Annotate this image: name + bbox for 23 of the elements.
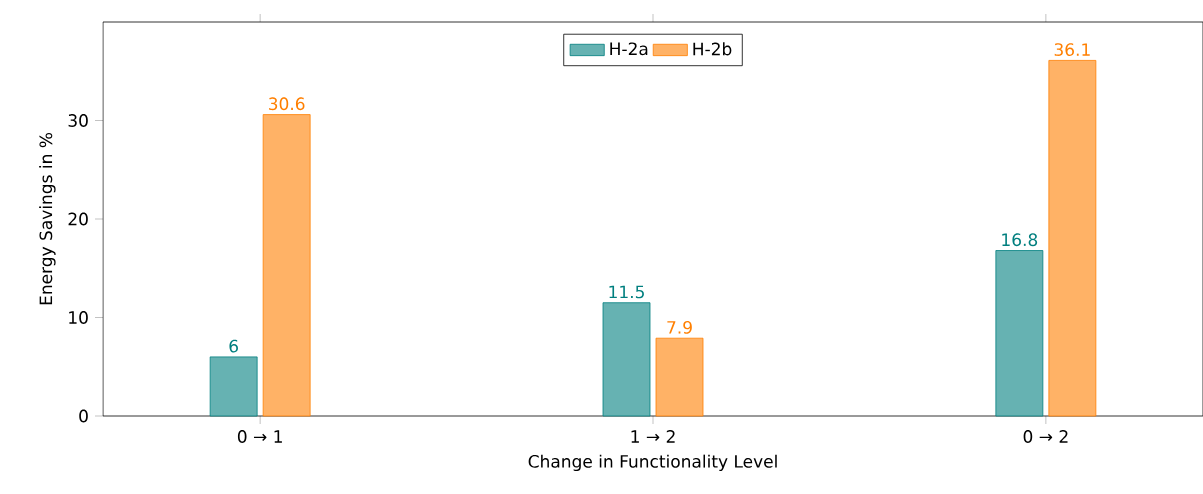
x-axis-title: Change in Functionality Level [528,454,777,472]
legend-label: H-2a [610,42,648,56]
y-tick-label: 20 [68,212,88,226]
x-tick-label: 1 → 2 [631,430,675,443]
bar [655,337,704,417]
legend-label: H-2b [693,42,732,56]
bar [209,356,258,417]
data-label: 7.9 [667,320,692,334]
x-tick-label: 0 → 2 [1023,430,1068,443]
data-label: 6 [229,339,238,353]
y-tick-label: 0 [79,409,88,423]
data-label: 36.1 [1054,43,1090,57]
data-label: 16.8 [1002,233,1038,247]
y-axis-title: Energy Savings in % [39,133,56,305]
data-label: 30.6 [269,97,305,111]
bar [262,114,311,417]
x-tick-label: 0 → 1 [237,430,282,443]
bar [602,302,651,417]
y-tick-label: 30 [68,114,88,127]
bar [995,250,1044,417]
y-tick-label: 10 [69,311,88,324]
data-label: 11.5 [609,285,644,299]
bar [1048,60,1097,417]
